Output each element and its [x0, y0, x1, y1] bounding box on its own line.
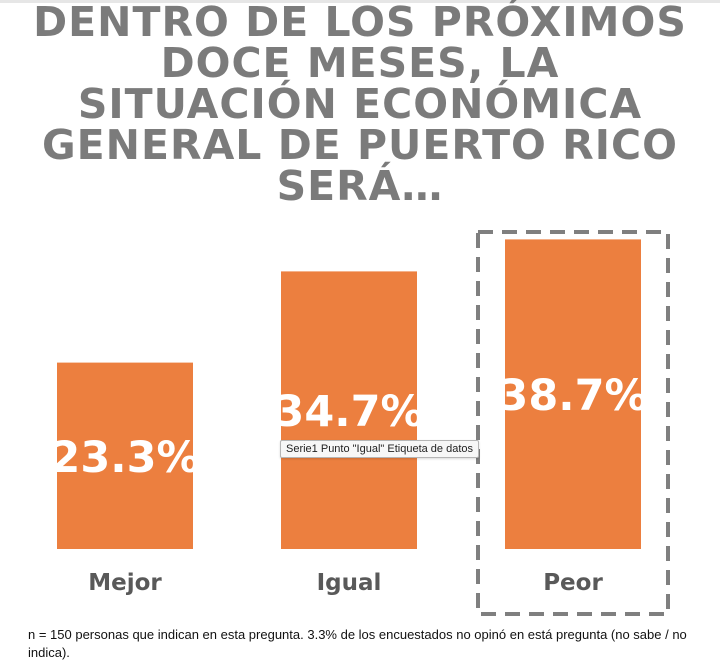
title-line: GENERAL DE PUERTO RICO	[42, 121, 678, 169]
footnote: n = 150 personas que indican en esta pre…	[28, 627, 687, 660]
title-line: SITUACIÓN ECONÓMICA	[77, 80, 643, 128]
chart-title: DENTRO DE LOS PRÓXIMOS DOCE MESES, LA SI…	[20, 2, 700, 207]
bar-peor	[505, 239, 641, 549]
bar-igual	[281, 271, 417, 549]
category-label-mejor: Mejor	[88, 570, 162, 596]
category-label-peor: Peor	[543, 570, 603, 596]
title-line: DENTRO DE LOS PRÓXIMOS	[33, 0, 687, 46]
data-label-mejor: 23.3%	[50, 433, 199, 483]
data-label-peor: 38.7%	[498, 371, 647, 421]
top-rule	[0, 0, 720, 3]
category-label-igual: Igual	[317, 570, 382, 596]
data-label-tooltip: Serie1 Punto "Igual" Etiqueta de datos	[280, 440, 479, 458]
title-line: DOCE MESES, LA	[160, 39, 560, 87]
data-label-igual: 34.7%	[274, 387, 423, 437]
title-line: SERÁ…	[276, 162, 444, 210]
bar-mejor	[57, 362, 193, 549]
